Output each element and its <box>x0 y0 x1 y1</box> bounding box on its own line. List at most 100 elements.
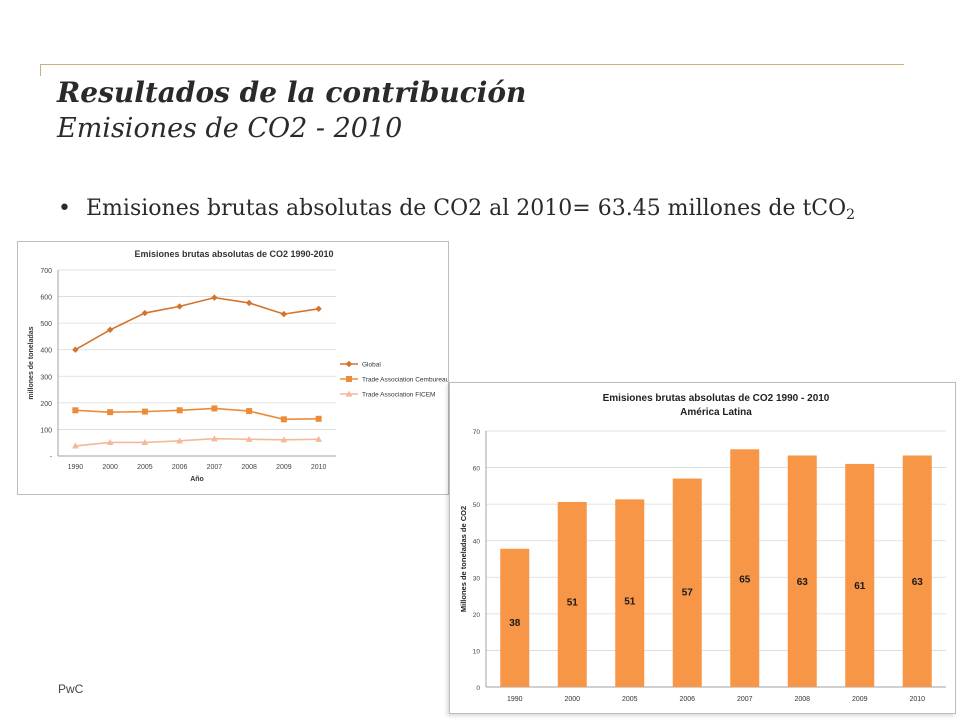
bar <box>615 499 645 687</box>
y-axis-label: Millones de toneladas de CO2 <box>459 506 468 612</box>
x-tick-label: 2008 <box>241 464 257 471</box>
legend-label-1: Trade Association Cembureau <box>362 377 448 384</box>
series-0-point <box>280 310 288 318</box>
series-1-point <box>107 409 114 416</box>
series-1-point <box>211 405 218 412</box>
series-line-1 <box>75 407 319 421</box>
legend-marker-1 <box>346 376 352 382</box>
y-axis-label: millones de toneladas <box>28 326 35 399</box>
y-tick-label: 50 <box>473 502 481 509</box>
x-tick-label: 2005 <box>622 696 638 703</box>
bar <box>845 463 875 687</box>
y-tick-label: 0 <box>476 685 480 692</box>
y-tick-label: 300 <box>40 374 52 381</box>
x-tick-label: 2000 <box>564 696 580 703</box>
y-tick-label: 60 <box>473 466 481 473</box>
series-2-point <box>210 435 218 442</box>
bar-chart-subtitle: América Latina <box>680 407 752 418</box>
x-axis-label: Año <box>190 476 204 483</box>
bar-data-label: 51 <box>624 596 636 607</box>
y-tick-label: 70 <box>473 429 481 436</box>
bar <box>557 501 587 687</box>
header-rule-tick <box>40 64 41 76</box>
series-line-2 <box>75 437 319 447</box>
bullet-subscript: 2 <box>846 207 856 223</box>
bar <box>672 478 702 687</box>
y-tick-label: 400 <box>40 348 52 355</box>
bar <box>787 455 817 687</box>
y-tick-label: 600 <box>40 295 52 302</box>
series-2-point <box>280 436 288 443</box>
bar <box>902 455 932 687</box>
bar <box>500 548 530 687</box>
x-tick-label: 2009 <box>852 696 868 703</box>
x-tick-label: 2000 <box>102 464 118 471</box>
x-tick-label: 2009 <box>276 464 292 471</box>
series-2-point <box>71 442 79 449</box>
x-tick-label: 2010 <box>909 696 925 703</box>
bar-data-label: 38 <box>509 618 521 629</box>
series-0-point <box>315 305 322 312</box>
series-2-point <box>141 439 149 446</box>
y-tick-label: 700 <box>40 268 52 275</box>
legend-label-0: Global <box>362 362 381 369</box>
bullet-text: Emisiones brutas absolutas de CO2 al 201… <box>86 196 847 221</box>
y-tick-label: 10 <box>473 648 481 655</box>
line-chart-title: Emisiones brutas absolutas de CO2 1990-2… <box>134 249 333 259</box>
y-tick-label: 500 <box>40 321 52 328</box>
bar-chart: Emisiones brutas absolutas de CO2 1990 -… <box>459 393 946 703</box>
legend-marker-2 <box>345 390 353 397</box>
series-1-point <box>246 408 253 415</box>
x-tick-label: 2006 <box>679 696 695 703</box>
x-tick-label: 2010 <box>311 464 327 471</box>
bar-data-label: 63 <box>797 577 809 588</box>
x-tick-label: 2007 <box>737 696 753 703</box>
y-tick-label: - <box>50 454 53 461</box>
legend-label-2: Trade Association FICEM <box>362 392 435 399</box>
line-chart: Emisiones brutas absolutas de CO2 1990-2… <box>28 249 450 483</box>
series-1-point <box>141 408 148 415</box>
line-chart-panel: Emisiones brutas absolutas de CO2 1990-2… <box>17 241 450 495</box>
bar-data-label: 61 <box>854 581 866 592</box>
x-tick-label: 2005 <box>137 464 153 471</box>
bar <box>730 449 760 687</box>
x-tick-label: 2008 <box>794 696 810 703</box>
bullet-item: • Emisiones brutas absolutas de CO2 al 20… <box>58 194 855 230</box>
series-0-point <box>245 299 253 307</box>
bar-chart-panel: Emisiones brutas absolutas de CO2 1990 -… <box>449 382 956 714</box>
bar-data-label: 63 <box>912 577 924 588</box>
series-0-point <box>141 309 149 317</box>
x-tick-label: 2006 <box>172 464 188 471</box>
series-0-point <box>72 346 79 353</box>
bar-data-label: 51 <box>567 598 579 609</box>
series-2-point <box>245 435 253 442</box>
series-line-0 <box>74 296 319 351</box>
series-1-point <box>280 416 287 423</box>
bar-data-label: 65 <box>739 574 751 585</box>
x-tick-label: 2007 <box>207 464 223 471</box>
bar-chart-title: Emisiones brutas absolutas de CO2 1990 -… <box>603 393 830 404</box>
series-1-point <box>315 415 322 422</box>
series-0-point <box>211 294 218 301</box>
series-2-point <box>315 435 323 442</box>
y-tick-label: 100 <box>40 427 52 434</box>
series-0-point <box>106 326 114 333</box>
header-rule <box>40 64 904 65</box>
series-2-point <box>106 439 114 446</box>
legend-marker-0 <box>345 360 353 368</box>
bullet-dot: • <box>58 196 71 221</box>
series-2-point <box>176 437 184 444</box>
y-tick-label: 40 <box>473 539 481 546</box>
y-tick-label: 20 <box>473 612 481 619</box>
x-tick-label: 1990 <box>507 696 523 703</box>
y-tick-label: 30 <box>473 575 481 582</box>
footer-brand: PwC <box>58 682 84 696</box>
series-0-point <box>176 303 183 310</box>
bar-data-label: 57 <box>682 587 694 598</box>
y-tick-label: 200 <box>40 401 52 408</box>
series-1-point <box>176 407 183 414</box>
series-1-point <box>72 407 79 414</box>
x-tick-label: 1990 <box>68 464 84 471</box>
slide-subtitle: Emisiones de CO2 - 2010 <box>57 113 403 144</box>
slide-title: Resultados de la contribución <box>57 76 527 109</box>
